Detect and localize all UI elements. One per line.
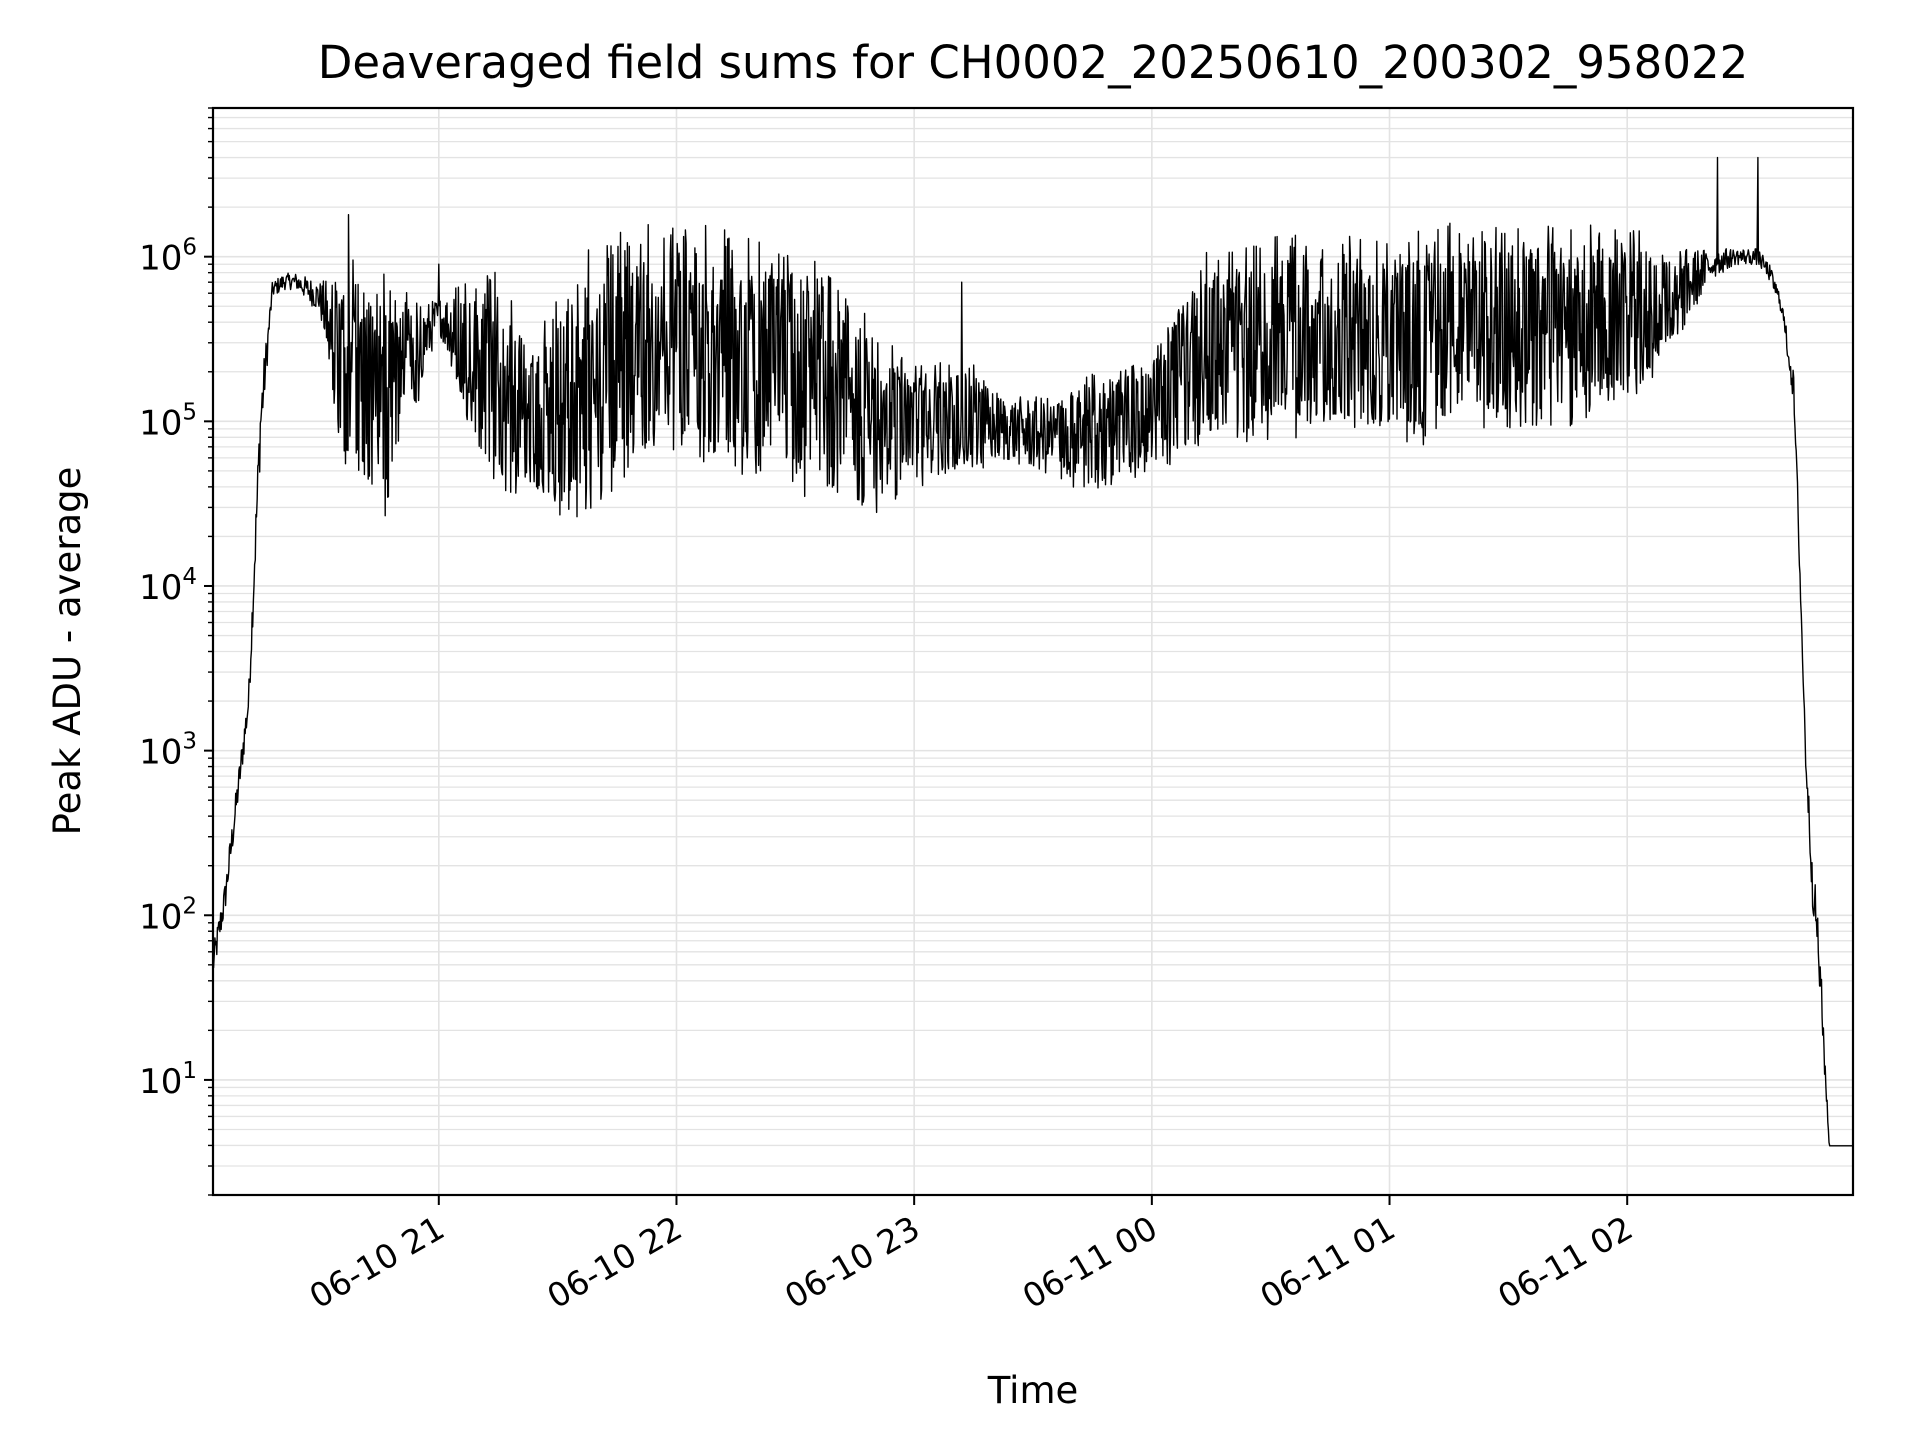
y-tick-exponent: 5 (182, 399, 197, 425)
y-tick-base: 10 (139, 733, 182, 773)
y-tick-exponent: 1 (182, 1058, 197, 1084)
y-tick-base: 10 (139, 403, 182, 443)
chart-title: Deaveraged field sums for CH0002_2025061… (318, 36, 1748, 89)
y-tick-base: 10 (139, 239, 182, 279)
y-tick-exponent: 2 (182, 893, 197, 919)
y-tick-label: 105 (139, 399, 197, 443)
y-tick-exponent: 6 (182, 235, 197, 261)
y-tick-base: 10 (139, 897, 182, 937)
x-axis-label: Time (987, 1369, 1079, 1412)
tick-marks (204, 107, 1629, 1205)
y-tick-exponent: 4 (182, 564, 197, 590)
series-line-peak-adu (212, 156, 1854, 1147)
y-tick-base: 10 (139, 568, 182, 608)
y-tick-label: 106 (139, 235, 197, 279)
series-layer (212, 156, 1854, 1147)
y-tick-exponent: 3 (182, 729, 197, 755)
y-tick-label: 102 (139, 893, 197, 937)
y-tick-base: 10 (139, 1062, 182, 1102)
y-axis-label: Peak ADU - average (46, 467, 89, 836)
y-tick-label: 101 (139, 1058, 197, 1102)
y-tick-label: 104 (139, 564, 197, 608)
y-tick-label: 103 (139, 729, 197, 773)
